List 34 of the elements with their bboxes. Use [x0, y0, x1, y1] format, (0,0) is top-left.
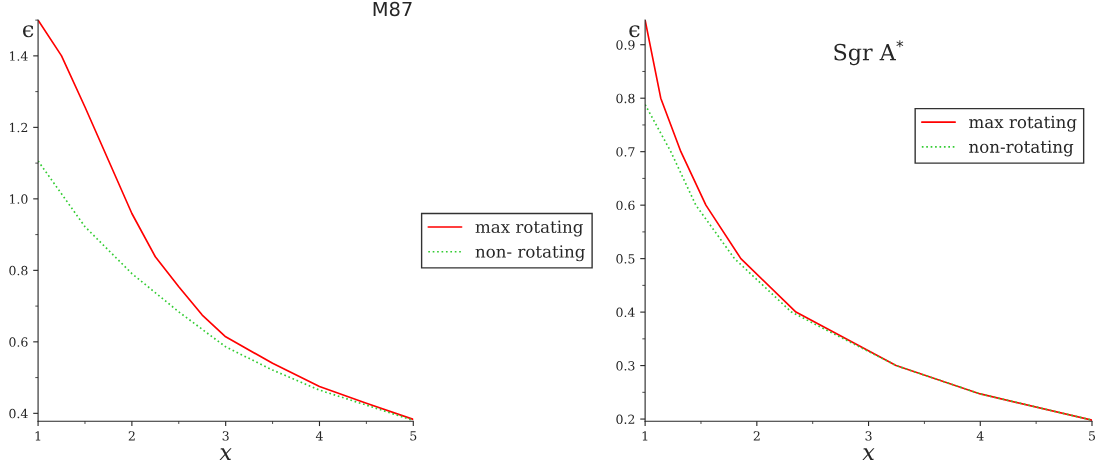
y-tick-label: 1.0	[10, 194, 28, 204]
y-tick-label: 0.8	[9, 265, 28, 276]
x-axis-title: x	[862, 448, 875, 460]
y-tick-label: 0.6	[616, 200, 635, 211]
y-tick-label: 1.2	[10, 122, 28, 133]
x-tick-label: 1	[642, 431, 648, 441]
chart-title: M87	[373, 1, 412, 17]
x-tick-label: 2	[128, 431, 135, 441]
x-tick-label: 4	[976, 431, 984, 441]
x-tick-label: 3	[865, 431, 872, 441]
y-axis-title: ϵ	[629, 25, 640, 38]
legend-label: non- rotating	[475, 245, 585, 262]
x-axis-title: x	[219, 448, 232, 460]
y-tick-label: 0.6	[9, 337, 28, 347]
y-tick-label: 0.4	[9, 408, 28, 419]
y-tick-label: 0.7	[616, 147, 635, 157]
x-tick-label: 2	[753, 431, 760, 441]
y-axis-title: ϵ	[22, 25, 34, 38]
text: Sgr A$^{*}$	[834, 40, 904, 66]
y-tick-label: 0.4	[616, 307, 635, 318]
y-tick-label: 0.8	[616, 93, 635, 104]
legend-label: max rotating	[475, 220, 583, 237]
x-tick-label: 5	[410, 431, 417, 441]
x-tick-label: 1	[35, 431, 41, 441]
y-tick-label: 0.9	[616, 40, 635, 50]
x-tick-label: 3	[222, 431, 229, 441]
legend-label: non-rotating	[969, 140, 1074, 157]
x-tick-label: 5	[1089, 431, 1096, 441]
x-tick-label: 4	[315, 431, 323, 441]
y-tick-label: 1.4	[10, 51, 28, 61]
y-tick-label: 0.5	[616, 254, 635, 264]
y-tick-label: 0.2	[616, 414, 635, 424]
y-tick-label: 0.3	[616, 361, 635, 371]
legend-label: max rotating	[969, 115, 1077, 132]
